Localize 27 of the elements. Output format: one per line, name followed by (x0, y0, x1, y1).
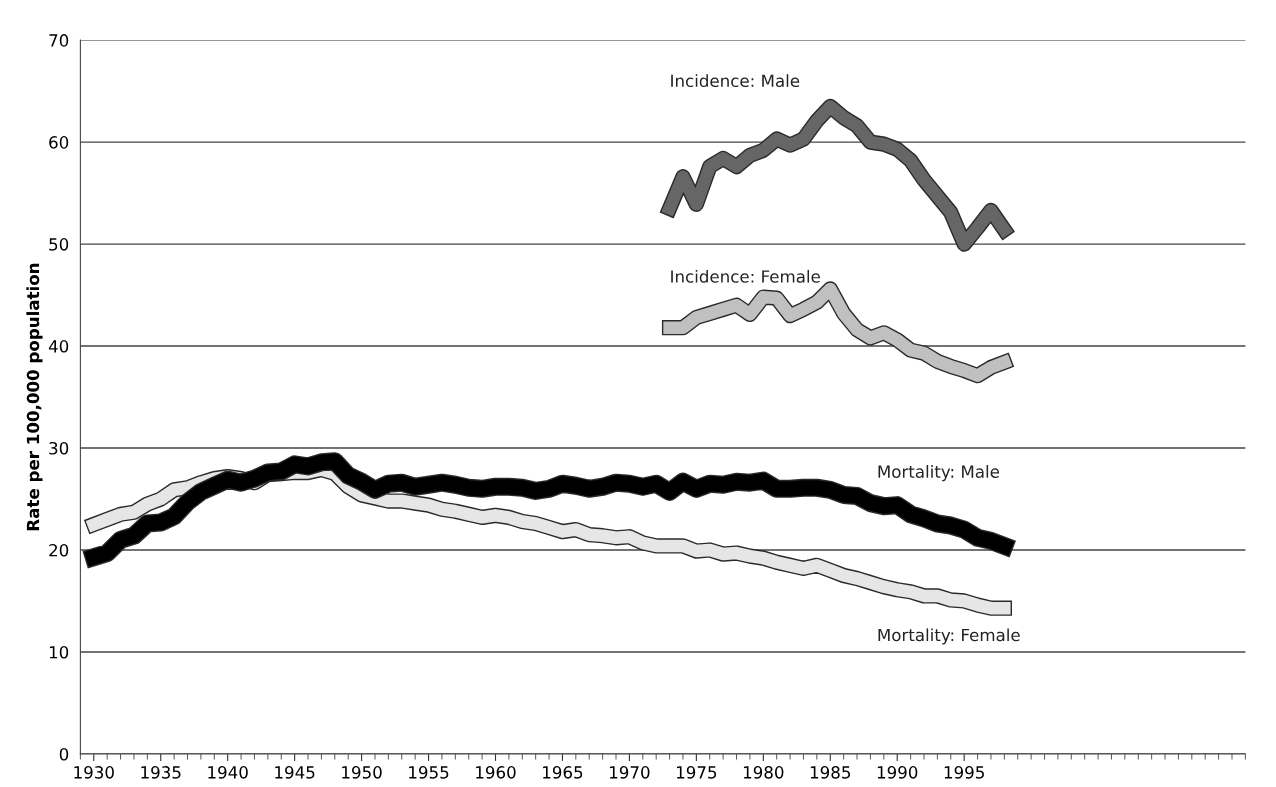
x-tick-label: 1985 (810, 766, 851, 779)
x-tick-label: 1940 (208, 766, 248, 779)
x-tick-label: 1995 (944, 766, 984, 779)
x-tick-label: 1980 (743, 766, 784, 779)
y-tick-label: 30 (49, 441, 69, 455)
y-tick-label: 70 (49, 34, 69, 47)
x-tick-label: 1975 (676, 766, 717, 779)
x-tick-label: 1960 (476, 766, 516, 779)
x-tick-label: 1965 (543, 766, 583, 779)
x-tick-label: 1950 (342, 766, 382, 779)
series-label: Mortality: Male (878, 465, 1000, 482)
y-tick-label: 10 (49, 645, 69, 659)
x-tick-label: 1930 (74, 766, 114, 779)
y-tick-label: 20 (49, 543, 69, 557)
x-tick-label: 1970 (610, 766, 650, 779)
x-tick-label: 1935 (141, 766, 181, 779)
x-tick-label: 1955 (409, 766, 449, 779)
series-label: Mortality: Female (878, 628, 1020, 645)
y-tick-label: 40 (48, 340, 69, 353)
x-tick-label: 1990 (877, 766, 918, 779)
x-tick-label: 1945 (275, 766, 315, 779)
y-axis-title: Rate per 100,000 population (26, 263, 43, 531)
y-tick-label: 60 (49, 136, 69, 149)
y-tick-label: 50 (49, 238, 69, 251)
series-label: Incidence: Female (671, 269, 820, 283)
y-tick-label: 0 (59, 747, 69, 761)
text: Incidence: Male (671, 74, 800, 88)
